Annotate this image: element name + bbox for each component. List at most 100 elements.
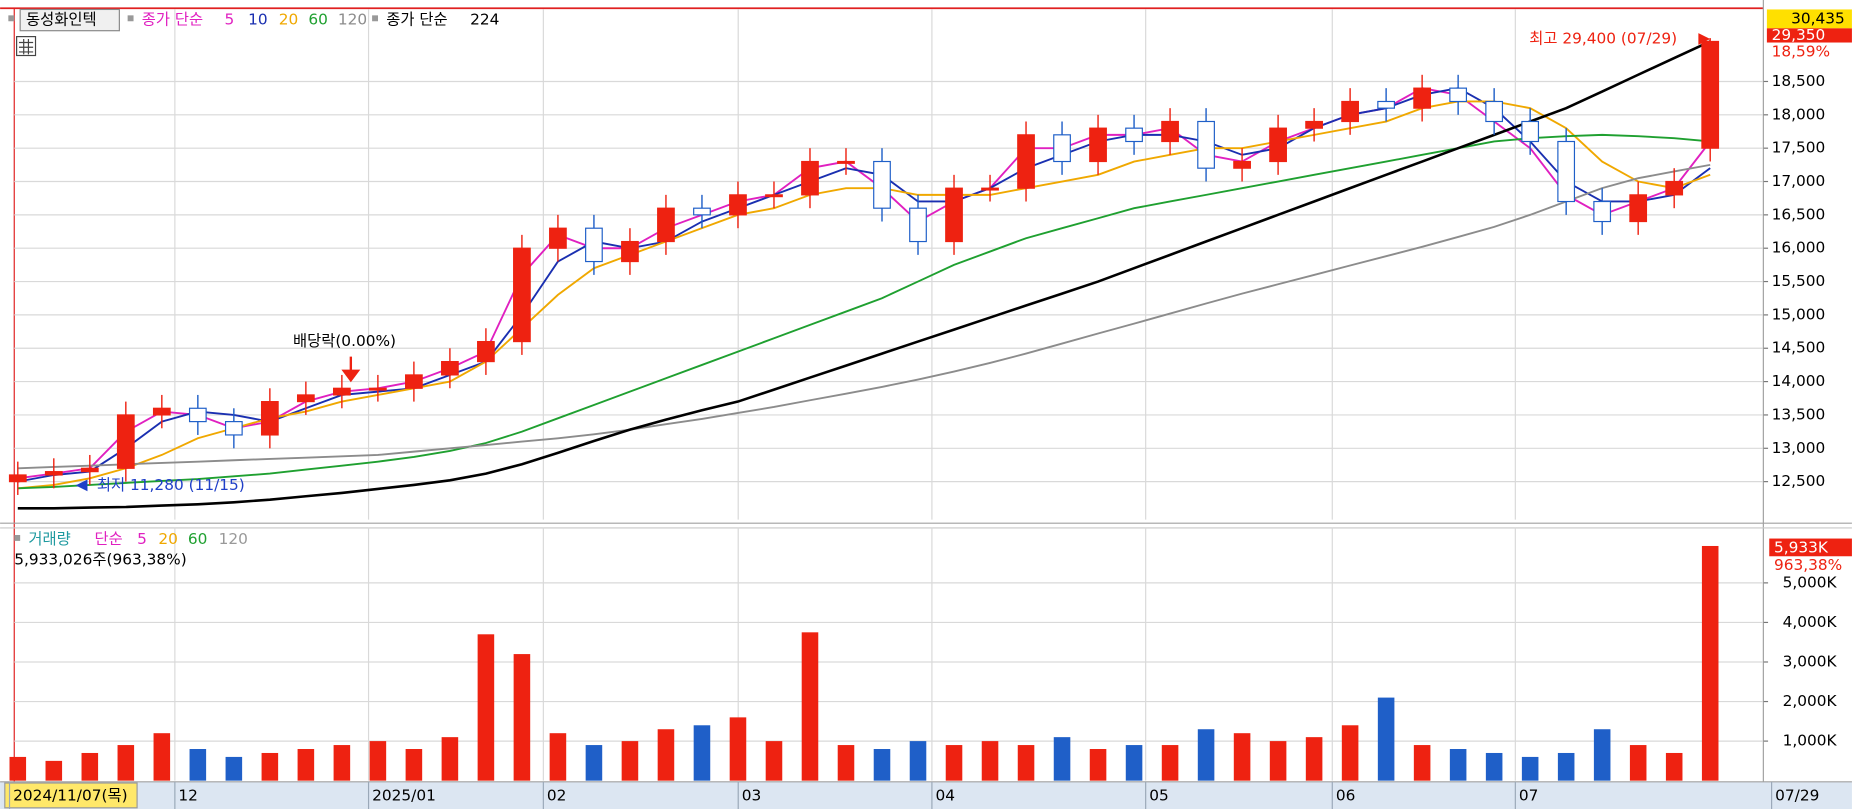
volume-bar: [189, 749, 207, 781]
volume-title: 거래량: [28, 530, 70, 548]
x-tick-label: 07: [1519, 787, 1539, 805]
volume-legend-entry: 60: [188, 530, 208, 548]
volume-bar: [1521, 756, 1539, 781]
candle-body: [116, 414, 135, 469]
y2-tick-label: 1,000K: [1783, 732, 1838, 750]
y-tick-label: 18,500: [1772, 72, 1826, 90]
legend-entry: 60: [308, 11, 328, 29]
legend-icon: [372, 15, 379, 22]
high-annotation: 최고 29,400 (07/29): [1529, 29, 1677, 47]
top-label: 18,59%: [1772, 42, 1831, 60]
volume-bar: [117, 745, 135, 781]
marks: [8, 38, 1720, 781]
x-tick-label: 2024/11/07(목): [13, 787, 128, 805]
candle-body: [801, 160, 819, 196]
dividend-annotation: 배당락(0.00%): [293, 332, 396, 350]
y-tick-label: 13,500: [1772, 405, 1826, 423]
volume-bar: [1377, 697, 1395, 781]
volume-bar: [1125, 745, 1143, 781]
volume-summary: 5,933,026주(963,38%): [14, 550, 186, 568]
volume-bar: [369, 741, 387, 781]
candle-body: [477, 340, 495, 363]
candle-body: [549, 227, 567, 249]
candle-body: [260, 401, 279, 436]
y-tick-label: 12,500: [1772, 472, 1826, 490]
y-tick-label: 14,000: [1772, 372, 1826, 390]
y-tick-label: 14,500: [1772, 339, 1826, 357]
x-axis-labels: 2024/11/07(목) 12 2025/01 02 03 04 05 06 07 07/29: [8, 781, 1819, 809]
dividend-arrow: [341, 356, 361, 383]
candle-body: [837, 160, 855, 164]
high-arrow: [1698, 33, 1711, 45]
volume-bar: [873, 749, 891, 781]
candle-body: [152, 407, 171, 416]
ma-line: [17, 40, 1711, 510]
volume-legend-entry: 120: [219, 530, 248, 548]
volume-bar: [693, 725, 711, 781]
candle-body: [873, 160, 891, 209]
candle-body: [296, 394, 315, 403]
legend-entry: 120: [338, 11, 367, 29]
legend-entry: 5: [224, 11, 234, 29]
volume-bar: [765, 741, 783, 781]
title-box[interactable]: [19, 8, 120, 32]
volume-bar: [477, 634, 495, 781]
legend-entry: 224: [470, 11, 499, 29]
chart-title[interactable]: 동성화인텍: [26, 11, 97, 29]
volume-bar: [225, 756, 243, 781]
volume-last-label: 5,933K: [1774, 538, 1829, 556]
volume-bar: [261, 752, 279, 781]
volume-bar: [1557, 752, 1575, 781]
candle-body: [729, 194, 747, 216]
candle-body: [945, 187, 963, 243]
volume-bar: [945, 745, 963, 781]
volume-bar: [1665, 752, 1683, 781]
y-tick-label: 17,500: [1772, 139, 1826, 157]
legend-entry: 20: [279, 11, 299, 29]
x-tick-label: 06: [1336, 787, 1356, 805]
candle-body: [585, 227, 603, 263]
x-axis-strip: [0, 781, 1852, 809]
candle-body: [369, 387, 387, 391]
y-tick-label: 13,000: [1772, 439, 1826, 457]
candle-body: [224, 421, 243, 436]
candle-body: [1665, 180, 1684, 196]
candle-body: [1161, 120, 1179, 143]
table-icon[interactable]: [16, 36, 37, 57]
y-tick-label: 16,500: [1772, 205, 1826, 223]
volume-legend-prefix: 단순: [95, 530, 123, 548]
table-icon-lines: [18, 38, 34, 55]
price-box: [1766, 28, 1852, 43]
volume-bar: [333, 745, 351, 781]
volume-bar: [549, 733, 567, 781]
candle-body: [1557, 140, 1576, 203]
start-date-box: [4, 782, 138, 809]
candle-body: [1593, 200, 1612, 223]
y-tick-label: 15,500: [1772, 272, 1826, 290]
legend-prefix: 종가 단순: [386, 11, 447, 29]
ma-line: [17, 133, 1711, 490]
volume-bar: [153, 733, 171, 781]
candle-body: [441, 360, 459, 376]
volume-legend-entry: 20: [158, 530, 178, 548]
candle-body: [621, 240, 639, 263]
candle-body: [1701, 40, 1720, 149]
y2-tick-label: 4,000K: [1783, 613, 1838, 631]
candle-body: [1413, 87, 1432, 109]
x-tick-label: 02: [547, 787, 567, 805]
candle-body: [1233, 160, 1251, 169]
volume-bar: [1341, 725, 1359, 781]
candle-body: [1485, 100, 1504, 123]
volume-bar: [621, 741, 639, 781]
x-tick-label: 05: [1149, 787, 1169, 805]
volume-bar: [1593, 729, 1611, 781]
candle-body: [1125, 127, 1143, 143]
y2-tick-label: 5,000K: [1783, 573, 1838, 591]
candle-body: [1305, 120, 1323, 129]
low-annotation: 최저 11,280 (11/15): [97, 476, 245, 494]
x-tick-label: 2025/01: [372, 787, 436, 805]
volume-bar: [1053, 737, 1071, 781]
candle-body: [1449, 87, 1468, 103]
